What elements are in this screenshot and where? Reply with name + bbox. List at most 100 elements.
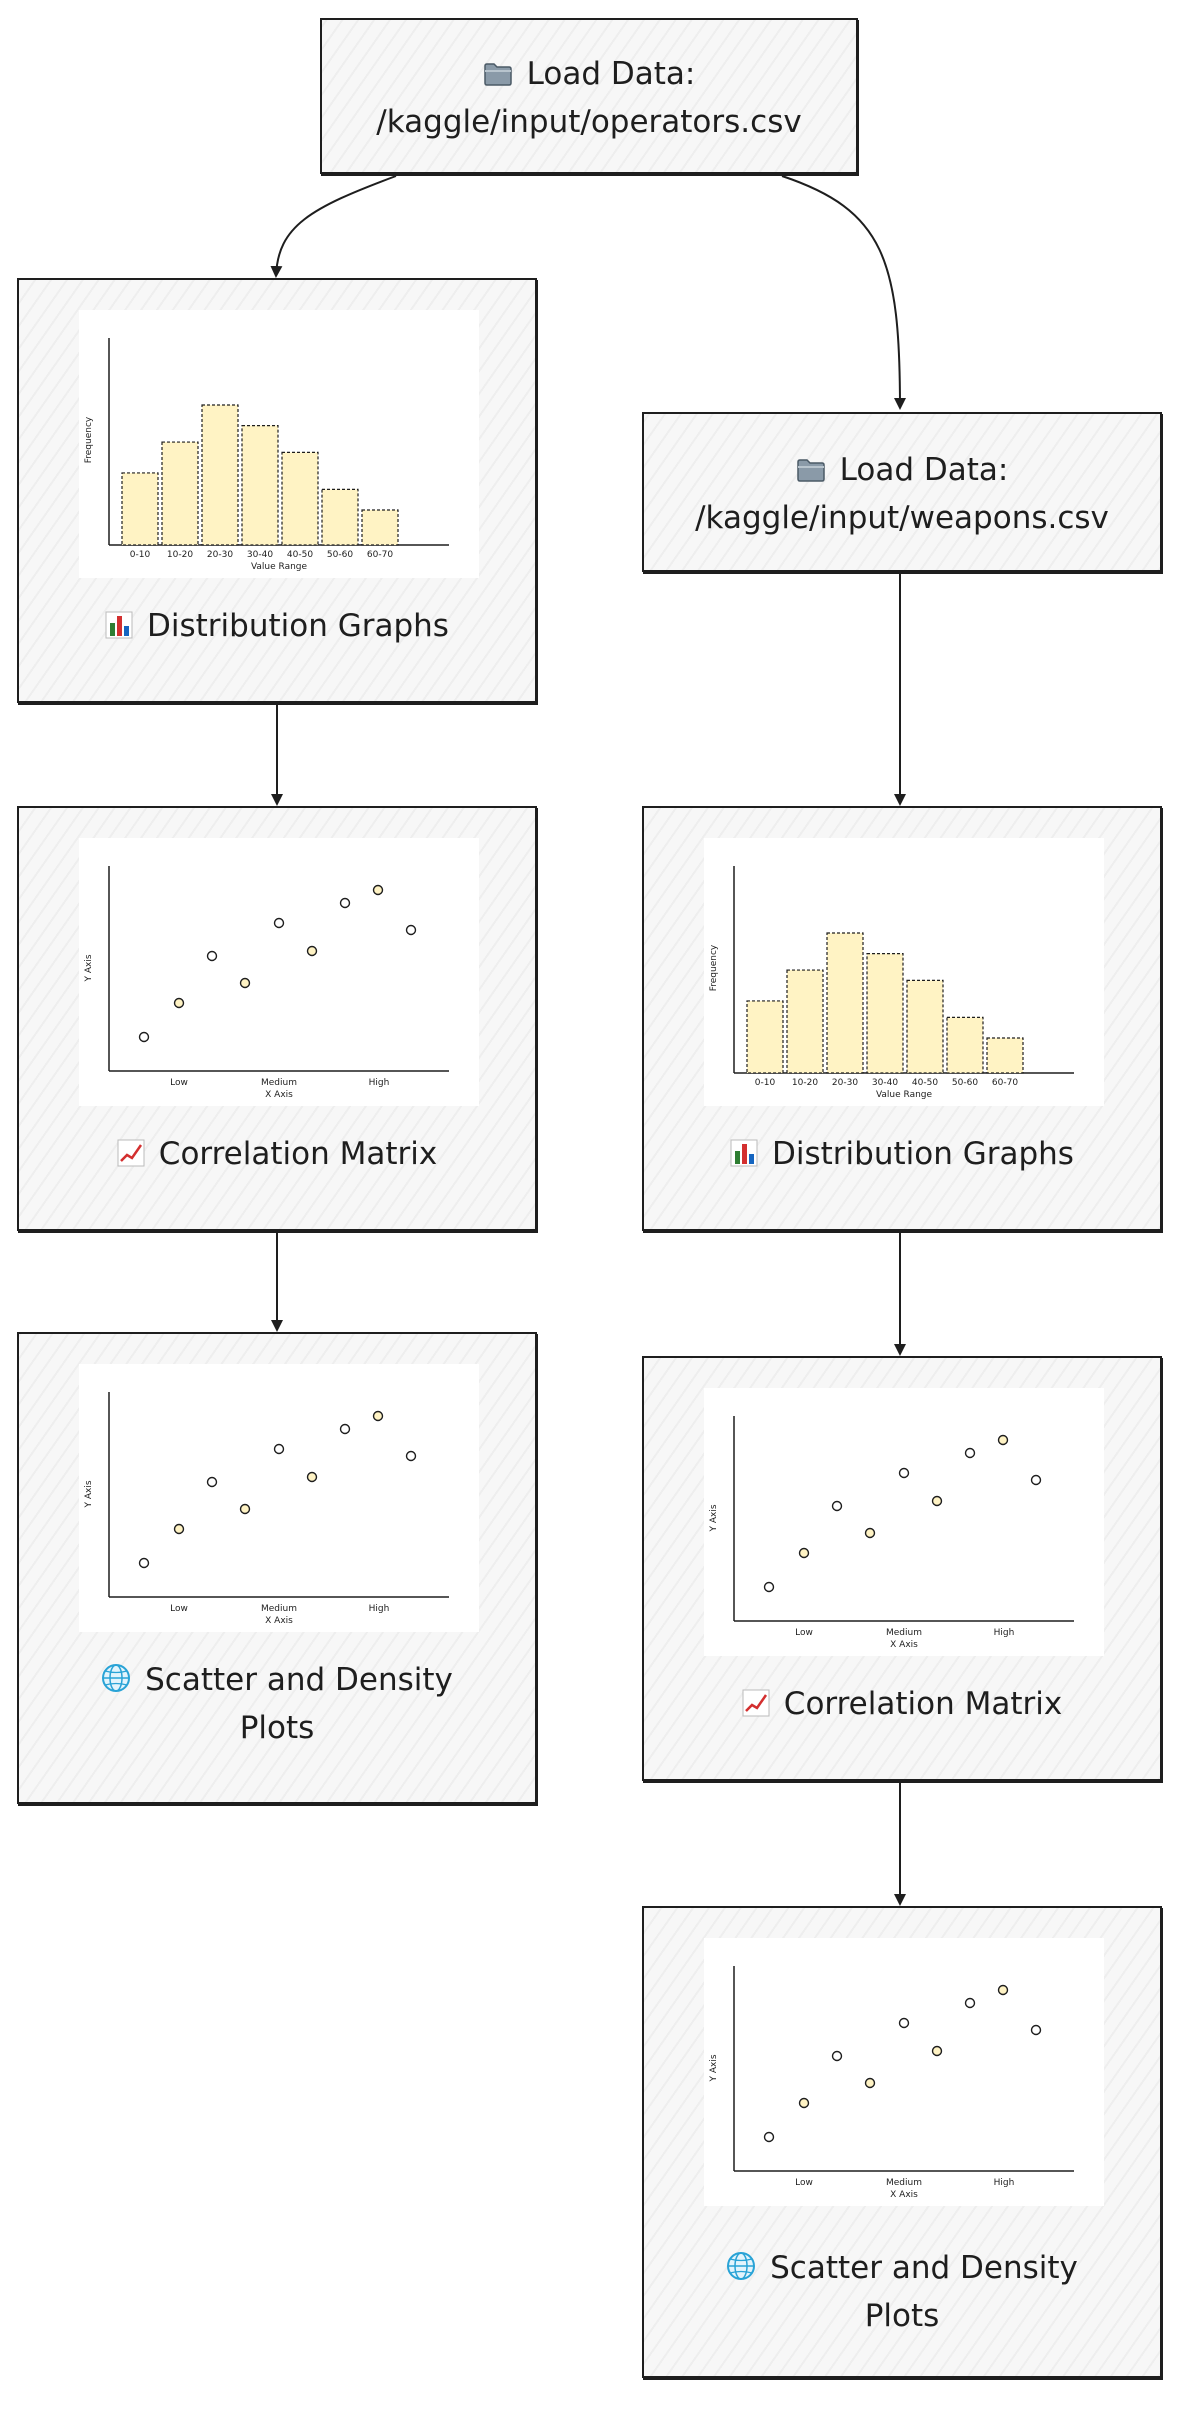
distribution-graphs-operators-label: Distribution Graphs [147,608,449,644]
x-tick-label: 40-50 [912,1078,938,1088]
bar-chart-icon [105,611,133,639]
histogram-bar [746,1000,784,1074]
bar-chart-icon [730,1139,758,1167]
scatter-point [306,1471,318,1483]
x-tick-label: 50-60 [327,550,353,560]
distribution-graphs-operators-node[interactable]: 0-10 10-20 20-30 30-40 40-50 50-60 60-70 Freque… [17,278,537,703]
scatter-point [405,924,417,936]
histogram-bar [281,451,319,546]
y-axis-label: Y Axis [709,1504,719,1532]
arrow-load-operators-to-distribution [270,175,397,278]
scatter-chart: Low Medium High Y Axis X Axis [84,866,449,1100]
globe-icon [101,1663,131,1693]
line-chart-icon [117,1139,145,1167]
x-axis-label: Value Range [876,1090,933,1100]
scatter-point [239,1503,251,1515]
histogram-chart: 0-10 10-20 20-30 30-40 40-50 50-60 60-70 Freque… [84,338,449,572]
scatter-thumbnail: Low Medium High Y Axis X Axis [704,1938,1104,2206]
scatter-point [206,950,218,962]
scatter-point [997,1434,1009,1446]
scatter-density-plots-weapons-line1: Scatter and Density [770,2250,1078,2286]
scatter-density-plots-weapons-line2: Plots [864,2298,940,2334]
scatter-thumbnail: Low Medium High Y Axis X Axis [79,1364,479,1632]
scatter-density-plots-weapons-node[interactable]: Low Medium High Y Axis X Axis Scatter and De… [642,1906,1162,2378]
histogram-bar [906,979,944,1074]
scatter-point [798,2097,810,2109]
histogram-bar [241,424,279,546]
x-tick-label: Medium [261,1078,297,1088]
distribution-graphs-weapons-label: Distribution Graphs [772,1136,1074,1172]
scatter-density-plots-operators-node[interactable]: Low Medium High Y Axis X Axis Scatter and De… [17,1332,537,1804]
correlation-matrix-operators-node[interactable]: Low Medium High Y Axis X Axis Correlation Ma… [17,806,537,1231]
scatter-point [798,1547,810,1559]
x-tick-label: Low [170,1078,188,1088]
scatter-chart: Low Medium High Y Axis X Axis [84,1392,449,1626]
histogram-bar [321,488,359,546]
scatter-point [206,1476,218,1488]
scatter-point [339,1423,351,1435]
histogram-bar [946,1016,984,1074]
x-tick-label: Medium [886,1628,922,1638]
scatter-point [372,1410,384,1422]
x-tick-label: High [994,1628,1015,1638]
y-axis-label: Frequency [709,944,719,991]
x-tick-label: High [369,1078,390,1088]
scatter-thumbnail: Low Medium High Y Axis X Axis [79,838,479,1106]
scatter-point [898,2017,910,2029]
histogram-chart: 0-10 10-20 20-30 30-40 40-50 50-60 60-70 Freque… [709,866,1074,1100]
load-operators-node[interactable]: Load Data: /kaggle/input/operators.csv [320,18,858,174]
x-tick-label: 20-30 [832,1078,858,1088]
histogram-bar [786,969,824,1074]
scatter-chart: Low Medium High Y Axis X Axis [709,1416,1074,1650]
x-tick-label: 10-20 [792,1078,818,1088]
histogram-bar [826,932,864,1074]
x-tick-label: High [369,1604,390,1614]
histogram-bar [866,952,904,1074]
scatter-point [372,884,384,896]
load-operators-label: Load Data: [526,56,696,92]
scatter-point [306,945,318,957]
scatter-point [763,2131,775,2143]
globe-icon [726,2251,756,2281]
scatter-point [997,1984,1009,1996]
scatter-point [138,1031,150,1043]
x-tick-label: 0-10 [130,550,151,560]
load-operators-path: /kaggle/input/operators.csv [376,104,802,140]
x-axis-label: X Axis [890,1640,918,1650]
scatter-point [273,1443,285,1455]
histogram-bar [361,509,399,546]
x-tick-label: 40-50 [287,550,313,560]
x-tick-label: 60-70 [367,550,393,560]
scatter-point [864,1527,876,1539]
x-tick-label: Low [170,1604,188,1614]
x-tick-label: 20-30 [207,550,233,560]
x-tick-label: 0-10 [755,1078,776,1088]
histogram-bar [986,1037,1024,1074]
scatter-chart: Low Medium High Y Axis X Axis [709,1966,1074,2200]
folder-icon [796,457,826,483]
x-tick-label: High [994,2178,1015,2188]
x-tick-label: Medium [261,1604,297,1614]
load-weapons-node[interactable]: Load Data: /kaggle/input/weapons.csv [642,412,1162,572]
x-tick-label: 10-20 [167,550,193,560]
arrow-load-operators-to-load-weapons [781,175,906,410]
distribution-graphs-weapons-node[interactable]: 0-10 10-20 20-30 30-40 40-50 50-60 60-70 Freque… [642,806,1162,1231]
x-tick-label: 30-40 [247,550,273,560]
scatter-point [864,2077,876,2089]
x-tick-label: Low [795,1628,813,1638]
scatter-thumbnail: Low Medium High Y Axis X Axis [704,1388,1104,1656]
x-tick-label: 50-60 [952,1078,978,1088]
histogram-bar [201,404,239,546]
y-axis-label: Y Axis [709,2054,719,2082]
line-chart-icon [742,1689,770,1717]
scatter-point [931,1495,943,1507]
histogram-thumbnail: 0-10 10-20 20-30 30-40 40-50 50-60 60-70 Freque… [79,310,479,578]
folder-icon [483,61,513,87]
y-axis-label: Y Axis [84,954,94,982]
x-axis-label: X Axis [890,2190,918,2200]
correlation-matrix-weapons-node[interactable]: Low Medium High Y Axis X Axis Correlation Ma… [642,1356,1162,1781]
scatter-point [173,997,185,1009]
scatter-point [763,1581,775,1593]
